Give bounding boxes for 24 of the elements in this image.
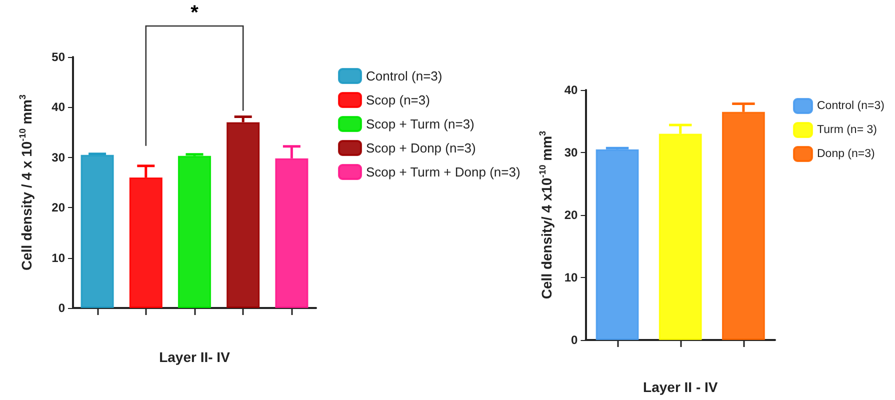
legend-label: Turm (n= 3) — [817, 124, 878, 136]
legend-label: Scop + Donp (n=3) — [366, 140, 476, 156]
x-axis-title: Layer II - IV — [643, 379, 718, 395]
legend-label: Scop + Turm (n=3) — [366, 116, 474, 132]
legend-label: Donp (n=3) — [817, 148, 876, 160]
y-tick-label: 0 — [571, 333, 578, 347]
y-tick-label: 20 — [564, 208, 578, 222]
legend-label: Control (n=3) — [817, 100, 885, 112]
text: * — [190, 2, 198, 25]
y-tick-label: 10 — [52, 250, 66, 265]
y-axis-title: Cell density / 4 x 10-10 mm3 — [18, 94, 34, 270]
y-tick-label: 10 — [564, 270, 578, 284]
y-tick-label: 50 — [52, 50, 66, 64]
legend-label: Scop + Turm + Donp (n=3) — [366, 164, 520, 180]
legend-label: Control (n=3) — [366, 68, 442, 84]
y-tick-label: 0 — [58, 301, 66, 315]
y-tick-label: 30 — [564, 146, 578, 160]
y-tick-label: 40 — [564, 83, 578, 97]
y-tick-label: 20 — [52, 200, 66, 215]
y-axis-title: Cell density/ 4 x10-10 mm3 — [538, 130, 554, 300]
y-tick-label: 40 — [52, 100, 66, 114]
y-tick-label: 30 — [52, 150, 66, 164]
legend-label: Scop (n=3) — [366, 92, 430, 108]
x-axis-title: Layer II- IV — [159, 349, 231, 365]
